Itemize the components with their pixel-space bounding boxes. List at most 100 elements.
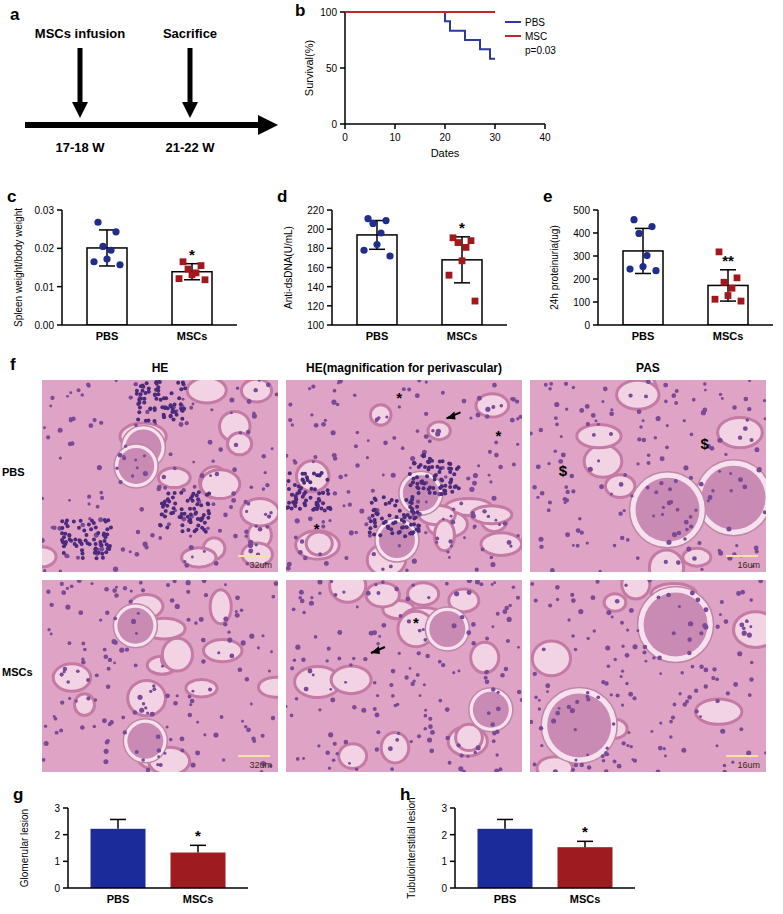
nucleus <box>674 479 678 483</box>
nucleus <box>375 713 380 718</box>
nucleus <box>163 486 167 490</box>
nucleus <box>416 673 420 677</box>
pointer-arrowhead <box>371 646 380 654</box>
nucleus <box>764 417 766 420</box>
nucleus <box>220 715 224 719</box>
nucleus <box>43 569 46 572</box>
y-tick-label: 100 <box>320 7 337 18</box>
bar-chart: 100120140160180200220PBSMSCsAnti-dsDNA(U… <box>283 205 507 342</box>
nucleus <box>678 605 681 608</box>
nucleus <box>91 582 94 585</box>
nucleus <box>702 623 707 628</box>
infiltrate-cell <box>301 495 305 499</box>
infiltrate-cell <box>316 504 320 508</box>
nucleus <box>96 505 100 509</box>
infiltrate-cell <box>171 496 175 500</box>
infiltrate-cell <box>393 503 397 507</box>
nucleus <box>747 633 752 638</box>
nucleus <box>233 534 238 539</box>
error-cap <box>577 841 593 843</box>
nucleus <box>235 595 240 600</box>
nucleus <box>68 442 72 446</box>
nucleus <box>516 443 519 446</box>
data-point <box>99 243 106 250</box>
y-axis-label: Survival(%) <box>303 40 315 96</box>
nucleus <box>125 647 129 651</box>
nucleus <box>104 749 109 754</box>
nucleus <box>567 618 570 621</box>
nucleus <box>69 391 72 394</box>
nucleus <box>747 407 751 411</box>
infiltrate-cell <box>156 392 160 396</box>
nucleus <box>381 567 384 570</box>
y-tick <box>63 807 68 809</box>
nucleus <box>712 667 716 671</box>
legend-swatch <box>505 35 521 37</box>
infiltrate-cell <box>294 496 298 500</box>
nucleus <box>135 552 140 557</box>
nucleus <box>244 725 248 729</box>
nucleus <box>355 463 359 467</box>
nucleus <box>49 405 52 408</box>
nucleus <box>555 422 559 426</box>
data-point <box>459 257 466 264</box>
nucleus <box>352 705 356 709</box>
nucleus <box>344 740 349 745</box>
nucleus <box>115 586 118 589</box>
nucleus <box>667 501 672 506</box>
infiltrate-cell <box>295 491 299 495</box>
glomerulus <box>630 472 706 548</box>
glomerulus-tuft <box>379 522 415 558</box>
nucleus <box>186 580 191 585</box>
infiltrate-cell <box>412 511 416 515</box>
nucleus <box>376 694 379 697</box>
nucleus <box>246 727 251 732</box>
nucleus <box>715 699 719 703</box>
nucleus <box>538 699 541 702</box>
nucleus <box>424 714 428 718</box>
nucleus <box>137 612 140 615</box>
nucleus <box>255 524 258 527</box>
glomerulus-tuft <box>118 448 154 484</box>
nucleus <box>134 423 138 427</box>
nucleus <box>150 533 155 538</box>
nucleus <box>743 426 748 431</box>
nucleus <box>271 716 275 720</box>
nucleus <box>473 473 478 478</box>
nucleus <box>265 483 269 487</box>
nucleus <box>496 612 500 616</box>
nucleus <box>310 596 313 599</box>
nucleus <box>288 418 292 422</box>
nucleus <box>487 515 490 518</box>
nucleus <box>586 753 589 756</box>
nucleus <box>482 509 486 513</box>
nucleus <box>668 487 672 491</box>
nucleus <box>424 412 428 416</box>
y-tick-label: 50 <box>326 63 338 74</box>
nucleus <box>587 765 591 769</box>
nucleus <box>678 692 681 695</box>
nucleus <box>271 595 275 599</box>
infiltrate-cell <box>325 478 329 482</box>
infiltrate-cell <box>414 516 418 520</box>
nucleus <box>636 629 639 632</box>
significance-mark: * <box>582 823 588 840</box>
nucleus <box>548 387 552 391</box>
infiltrate-cell <box>77 538 81 542</box>
glomerulus-tuft <box>117 608 153 644</box>
nucleus <box>622 741 626 745</box>
plot-area <box>357 235 482 325</box>
nucleus <box>330 580 333 583</box>
nucleus <box>620 536 624 540</box>
nucleus <box>53 715 56 718</box>
infiltrate-cell <box>398 530 402 534</box>
nucleus <box>76 556 80 560</box>
nucleus <box>646 380 651 384</box>
nucleus <box>598 570 601 572</box>
infiltrate-cell <box>321 491 325 495</box>
nucleus <box>630 494 633 497</box>
nucleus <box>318 592 321 595</box>
nucleus <box>374 583 377 586</box>
tubule <box>241 380 271 402</box>
nucleus <box>579 408 584 413</box>
